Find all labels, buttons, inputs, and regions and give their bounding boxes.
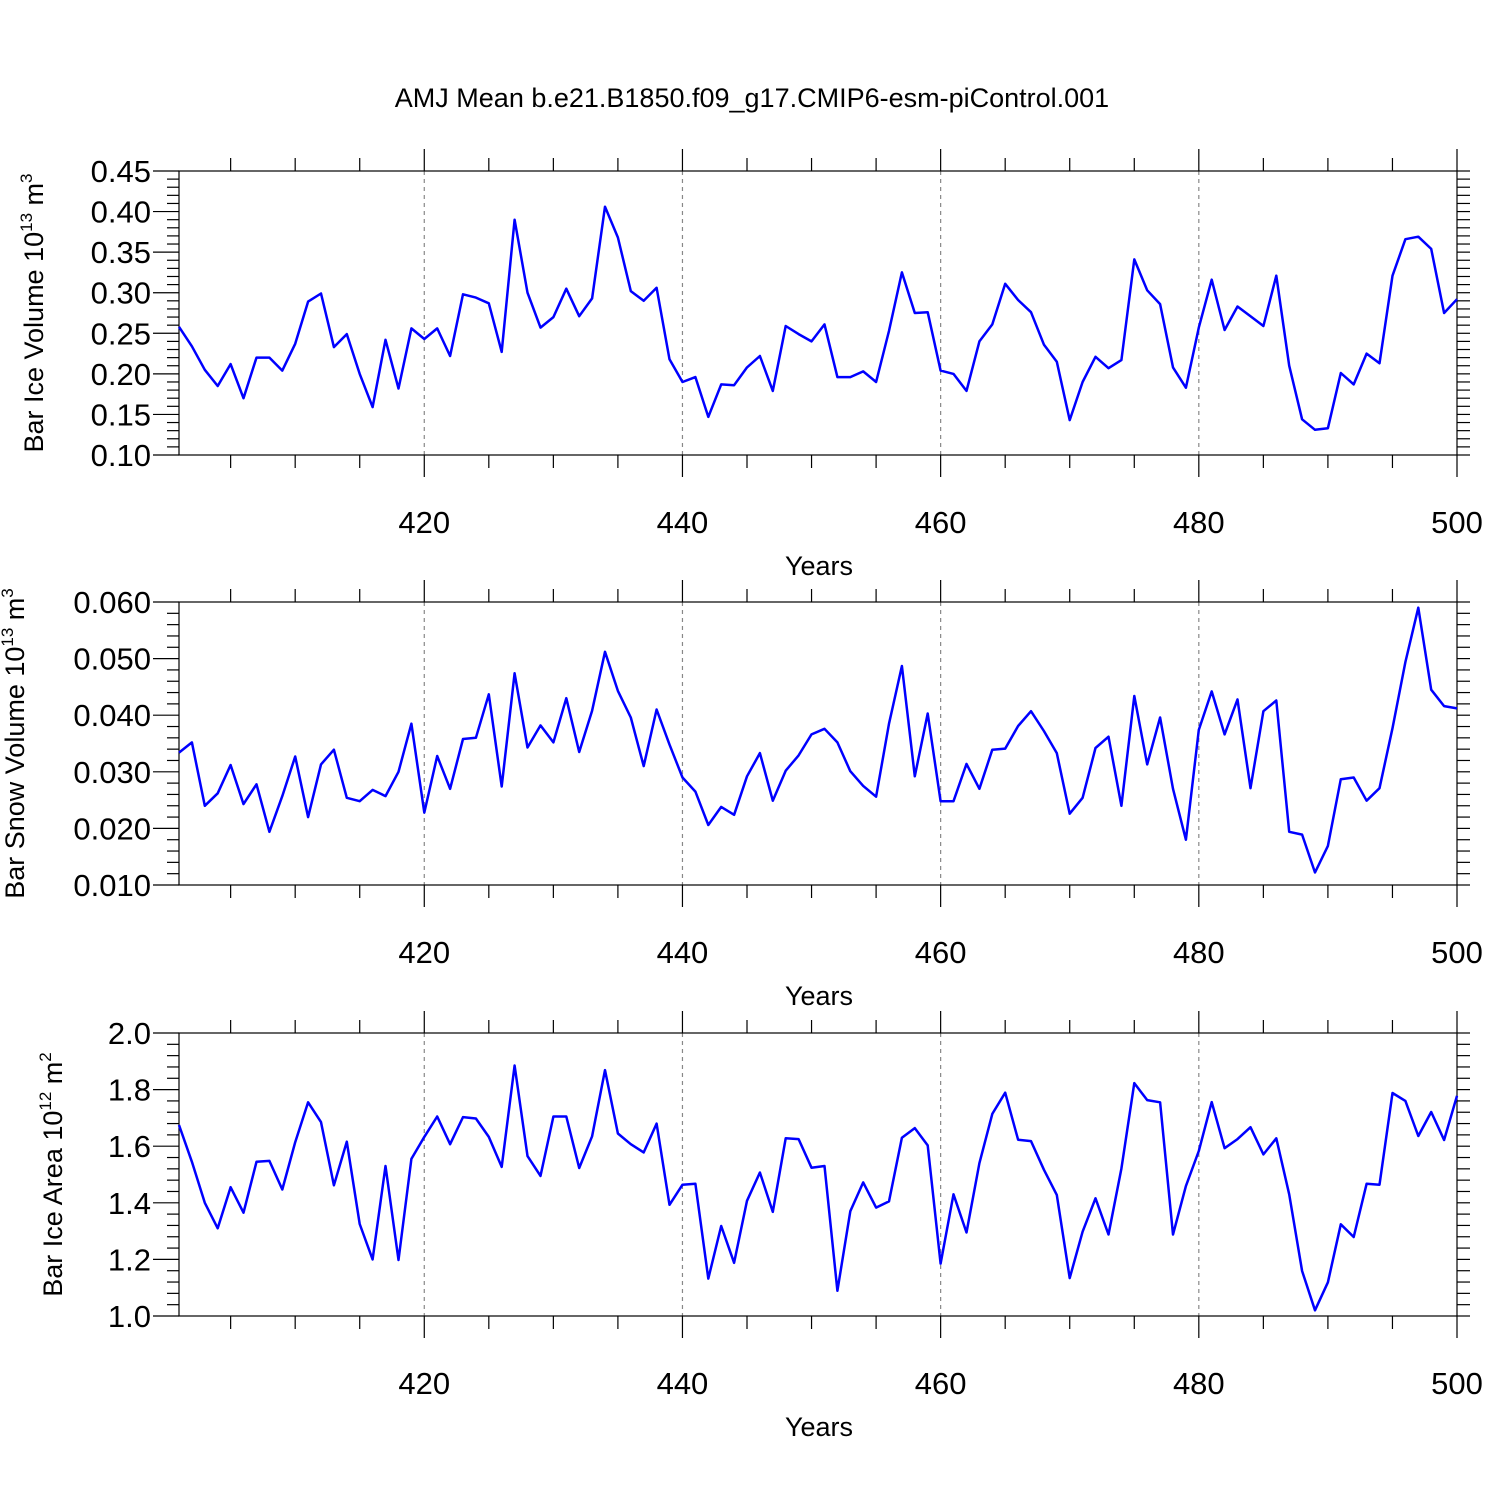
ytick-label: 0.45	[91, 154, 151, 189]
xtick-label: 460	[915, 1366, 967, 1401]
xtick-label: 500	[1431, 505, 1483, 540]
xtick-label: 460	[915, 505, 967, 540]
ytick-label: 0.40	[91, 195, 151, 230]
xtick-label: 500	[1431, 935, 1483, 970]
x-axis-label: Years	[785, 981, 853, 1011]
ytick-label: 0.10	[91, 438, 151, 473]
ytick-label: 0.20	[91, 357, 151, 392]
ytick-label: 0.060	[73, 585, 151, 620]
xtick-label: 480	[1173, 505, 1225, 540]
plot-frame	[178, 601, 1458, 886]
ytick-label: 0.030	[73, 755, 151, 790]
xtick-label: 460	[915, 935, 967, 970]
x-axis-label: Years	[785, 1412, 853, 1442]
xtick-label: 480	[1173, 935, 1225, 970]
ytick-label: 1.8	[108, 1073, 151, 1108]
ytick-label: 0.020	[73, 811, 151, 846]
ytick-label: 0.30	[91, 276, 151, 311]
xtick-label: 440	[657, 505, 709, 540]
plot-frame	[178, 170, 1458, 456]
chart-title: AMJ Mean b.e21.B1850.f09_g17.CMIP6-esm-p…	[395, 83, 1109, 113]
panel-ice-area: 1.0 1.2 1.4 1.6 1.8 2.0 420 440 460 480 500 Years Ba…	[36, 1011, 1483, 1442]
xtick-label: 420	[398, 1366, 450, 1401]
panel-ice-volume: 0.10 0.15 0.20 0.25 0.30 0.35 0.40 0.45 420 440 46…	[17, 149, 1483, 581]
series-line-ice-area	[177, 1064, 1459, 1312]
ytick-label: 0.35	[91, 235, 151, 270]
xtick-label: 500	[1431, 1366, 1483, 1401]
panel-snow-volume: 0.010 0.020 0.030 0.040 0.050 0.060 420 440 460 4…	[0, 580, 1483, 1011]
ytick-label: 1.2	[108, 1242, 151, 1277]
ytick-label: 1.0	[108, 1299, 151, 1334]
xtick-label: 480	[1173, 1366, 1225, 1401]
series-line-ice-volume	[177, 205, 1458, 432]
xtick-label: 420	[398, 935, 450, 970]
xtick-label: 440	[657, 1366, 709, 1401]
ytick-label: 0.25	[91, 316, 151, 351]
y-axis-label: Bar Ice Volume 1013 m3	[17, 173, 49, 452]
ytick-label: 2.0	[108, 1016, 151, 1051]
xtick-label: 420	[398, 505, 450, 540]
ytick-label: 0.010	[73, 868, 151, 903]
y-axis-label: Bar Snow Volume 1013 m3	[0, 588, 30, 899]
x-axis-label: Years	[785, 551, 853, 581]
ytick-label: 0.040	[73, 698, 151, 733]
ytick-label: 0.15	[91, 397, 151, 432]
ytick-label: 1.6	[108, 1129, 151, 1164]
xtick-label: 440	[657, 935, 709, 970]
y-axis-label: Bar Ice Area 1012 m2	[36, 1052, 68, 1297]
ytick-label: 0.050	[73, 642, 151, 677]
ytick-label: 1.4	[108, 1186, 151, 1221]
plot-frame	[178, 1032, 1458, 1317]
series-line-snow-volume	[178, 606, 1458, 874]
